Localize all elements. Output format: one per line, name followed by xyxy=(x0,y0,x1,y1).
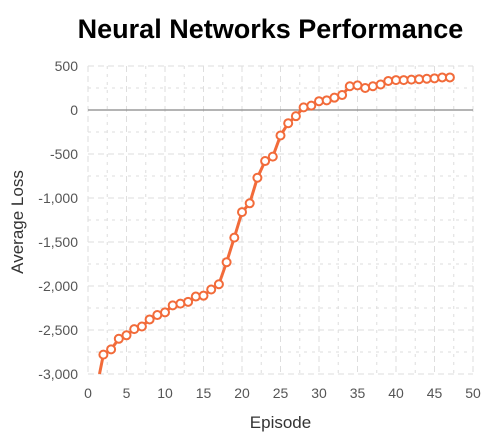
x-grid xyxy=(87,66,474,374)
y-grid xyxy=(88,65,473,375)
x-tick-label: 40 xyxy=(388,385,404,401)
data-point xyxy=(136,321,147,332)
data-point xyxy=(360,83,371,93)
data-point xyxy=(244,198,255,209)
data-point xyxy=(206,284,217,295)
data-point xyxy=(252,172,263,183)
y-tick-label: -3,000 xyxy=(38,366,78,382)
y-tick-label: -2,500 xyxy=(38,322,78,338)
data-point xyxy=(337,90,348,101)
data-point xyxy=(167,300,178,311)
data-point xyxy=(106,344,117,355)
data-point xyxy=(267,151,278,162)
data-point xyxy=(198,290,209,301)
x-tick-label: 10 xyxy=(157,385,173,401)
data-point xyxy=(367,81,378,92)
series-points xyxy=(98,72,455,360)
data-point xyxy=(229,232,240,243)
data-point xyxy=(121,330,132,341)
y-tick-label: -1,500 xyxy=(38,234,78,250)
data-point xyxy=(160,307,170,318)
x-tick-label: 0 xyxy=(84,385,92,401)
y-tick-label: -500 xyxy=(50,146,78,162)
y-tick-label: 500 xyxy=(55,58,79,74)
x-tick-label: 30 xyxy=(311,385,327,401)
x-axis-title: Episode xyxy=(250,413,311,432)
x-tick-label: 50 xyxy=(465,385,481,401)
x-tick-label: 35 xyxy=(350,385,366,401)
data-point xyxy=(221,257,232,268)
y-tick-labels: 500 0 -500 -1,000 -1,500 -2,000 -2,500 -3,000 xyxy=(38,58,78,382)
x-tick-label: 45 xyxy=(427,385,443,401)
x-tick-label: 15 xyxy=(196,385,212,401)
data-point xyxy=(290,111,301,122)
x-tick-label: 20 xyxy=(234,385,250,401)
data-point xyxy=(98,349,109,360)
x-tick-label: 25 xyxy=(273,385,289,401)
data-point xyxy=(113,333,124,344)
data-point xyxy=(283,118,294,129)
data-point xyxy=(260,156,271,167)
x-tick-labels: 0 5 10 15 20 25 30 35 40 45 50 xyxy=(84,385,481,401)
data-point xyxy=(275,130,286,141)
data-point xyxy=(237,207,247,218)
y-tick-label: -1,000 xyxy=(38,190,78,206)
data-point xyxy=(183,296,194,307)
data-point xyxy=(306,100,317,111)
data-point xyxy=(213,279,224,290)
data-point xyxy=(175,298,186,309)
data-point xyxy=(375,79,386,90)
y-axis-title: Average Loss xyxy=(8,170,27,274)
data-point xyxy=(444,72,455,83)
chart-title: Neural Networks Performance xyxy=(77,14,464,44)
y-tick-label: -2,000 xyxy=(38,278,78,294)
data-point xyxy=(298,102,309,113)
y-tick-label: 0 xyxy=(70,102,78,118)
data-point xyxy=(144,314,155,325)
x-tick-label: 5 xyxy=(123,385,131,401)
